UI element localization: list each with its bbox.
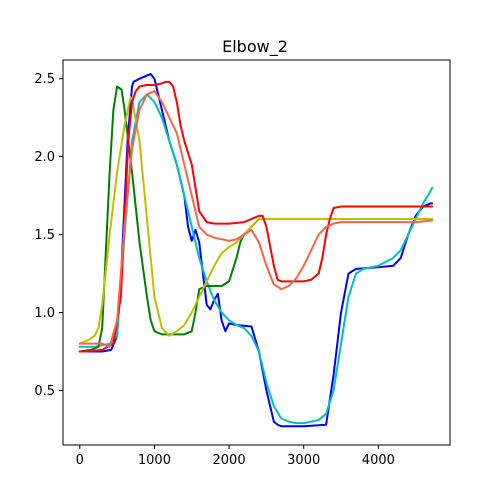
series-line-5	[78, 80, 434, 353]
series-line-6	[78, 90, 434, 348]
x-axis: 0 1000 2000 3000 4000	[76, 445, 395, 468]
series-line-1	[78, 73, 434, 428]
y-tick-label: 2.5	[34, 72, 55, 87]
x-tick-label: 2000	[213, 453, 246, 468]
y-tick-label: 2.0	[34, 150, 55, 165]
y-tick-label: 1.5	[34, 228, 55, 243]
x-tick-label: 4000	[362, 453, 395, 468]
series-line-4	[78, 96, 434, 345]
y-tick-label: 1.0	[34, 306, 55, 321]
series-layer	[78, 73, 434, 428]
x-tick-label: 0	[76, 453, 84, 468]
x-tick-label: 1000	[138, 453, 171, 468]
y-tick-label: 0.5	[34, 384, 55, 399]
series-line-2	[78, 93, 434, 425]
chart-title: Elbow_2	[222, 37, 288, 57]
y-axis: 0.5 1.0 1.5 2.0 2.5	[34, 72, 63, 399]
x-tick-label: 3000	[287, 453, 320, 468]
plot-frame	[62, 59, 451, 446]
